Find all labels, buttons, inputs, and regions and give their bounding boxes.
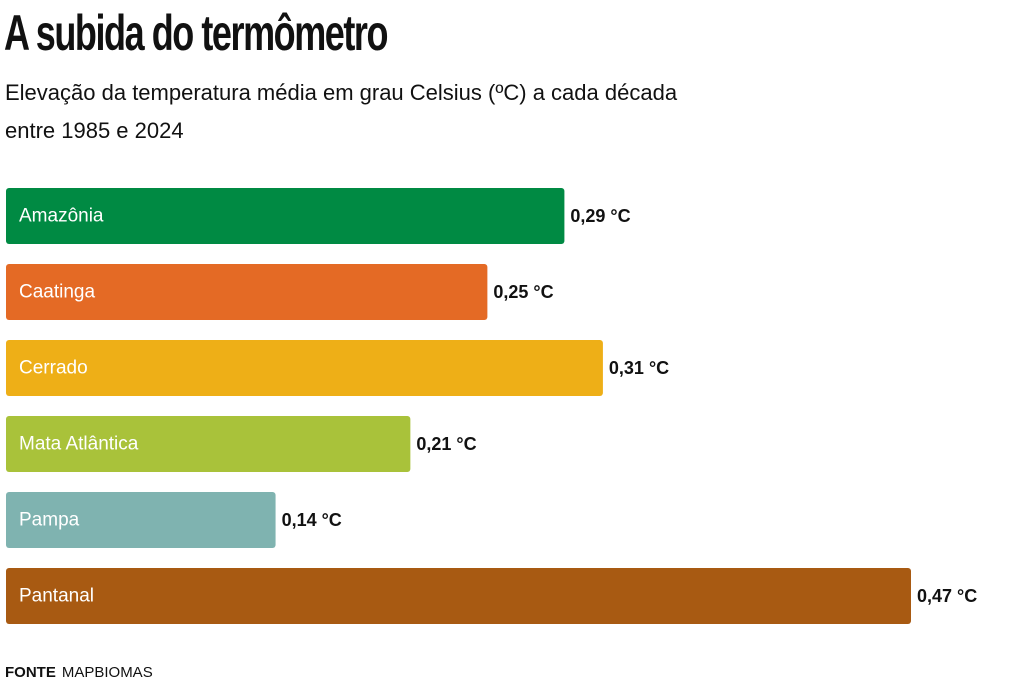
- chart: Amazônia 0,29 °C Caatinga 0,25 °C Cerrado 0,3…: [6, 188, 977, 624]
- category-label: Cerrado: [19, 358, 88, 379]
- bar: [6, 568, 911, 624]
- category-label: Pampa: [19, 510, 80, 531]
- value-label: 0,31 °C: [609, 358, 669, 378]
- value-label: 0,47 °C: [917, 586, 977, 606]
- value-label: 0,14 °C: [282, 510, 342, 530]
- bar: [6, 264, 488, 320]
- value-label: 0,25 °C: [493, 282, 553, 302]
- category-label: Mata Atlântica: [19, 434, 139, 455]
- value-label: 0,21 °C: [416, 434, 476, 454]
- value-label: 0,29 °C: [570, 206, 630, 226]
- category-label: Pantanal: [19, 586, 94, 607]
- source-label: FONTE: [5, 664, 56, 681]
- source: FONTE MAPBIOMAS: [5, 664, 153, 681]
- bar: [6, 492, 276, 548]
- category-label: Caatinga: [19, 282, 95, 303]
- source-text: MAPBIOMAS: [61, 664, 153, 681]
- bar: [6, 188, 565, 244]
- bar: [6, 340, 603, 396]
- chart-subtitle: Elevação da temperatura média em grau Ce…: [5, 80, 678, 143]
- category-label: Amazônia: [19, 206, 104, 227]
- chart-title: A subida do termômetro: [4, 5, 388, 61]
- bar: [6, 416, 411, 472]
